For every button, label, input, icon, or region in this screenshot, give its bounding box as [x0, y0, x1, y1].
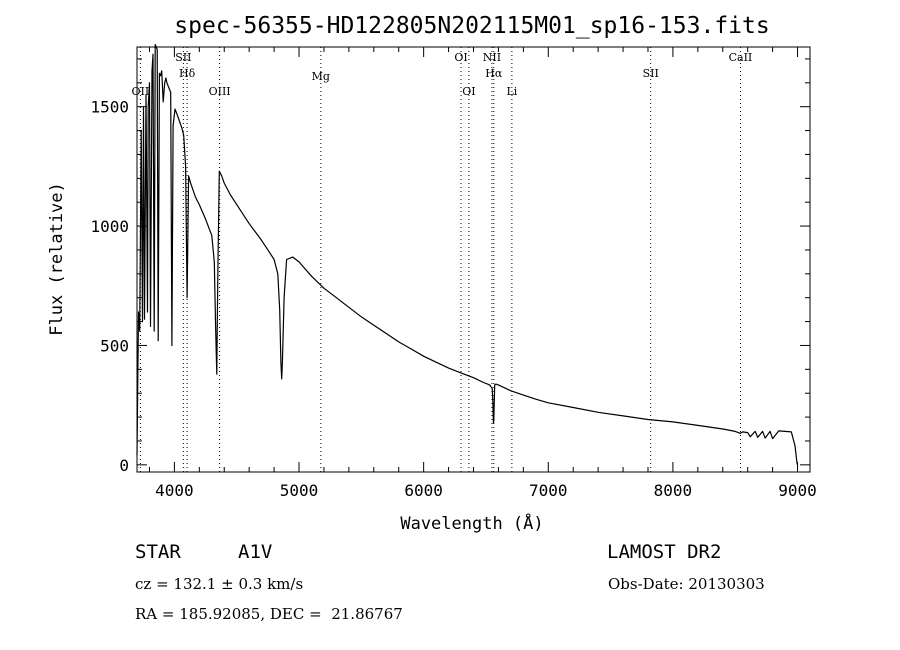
x-tick-label: 4000 [155, 481, 194, 500]
spectral-subclass: A1V [238, 541, 273, 563]
plot-frame [136, 46, 811, 473]
line-marker-label: SII [175, 51, 191, 64]
redshift-value: cz = 132.1 ± 0.3 km/s [135, 575, 304, 593]
line-marker-label: OII [132, 85, 150, 98]
y-tick-label: 1500 [90, 98, 129, 117]
line-marker-label: Li [506, 85, 517, 98]
axes: 4000 5000 6000 7000 8000 9000 0 500 1000 1500 [90, 47, 817, 500]
line-marker-label: OI [454, 51, 467, 64]
object-class: STAR [135, 541, 181, 563]
y-axis-label: Flux (relative) [47, 182, 67, 336]
line-marker-label: NII [483, 51, 501, 64]
x-tick-label: 8000 [654, 481, 693, 500]
line-marker-label: CaII [729, 51, 753, 64]
coordinates: RA = 185.92085, DEC = 21.86767 [135, 605, 403, 623]
line-marker-label: SII [643, 67, 659, 80]
chart-title: spec-56355-HD122805N202115M01_sp16-153.f… [174, 13, 769, 39]
x-axis-label: Wavelength (Å) [400, 512, 543, 534]
x-tick-label: 7000 [529, 481, 568, 500]
x-tick-label: 5000 [280, 481, 319, 500]
survey-name: LAMOST DR2 [607, 541, 722, 563]
line-marker-label: Hδ [179, 67, 196, 80]
line-marker-label: Hα [485, 67, 503, 80]
x-tick-label: 6000 [404, 481, 443, 500]
spectrum-line [136, 44, 799, 465]
line-marker-label: OIII [209, 85, 231, 98]
line-marker-label: Mg [312, 70, 330, 83]
y-tick-label: 0 [119, 456, 129, 475]
x-tick-label: 9000 [778, 481, 817, 500]
obs-date: Obs-Date: 20130303 [608, 575, 765, 593]
y-tick-label: 1000 [90, 217, 129, 236]
line-marker-label: OI [462, 85, 475, 98]
y-tick-label: 500 [100, 336, 129, 355]
